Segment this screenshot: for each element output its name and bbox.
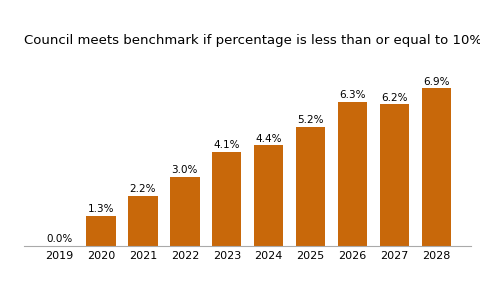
Text: 0.0%: 0.0% — [46, 234, 72, 244]
Text: 6.9%: 6.9% — [422, 77, 449, 87]
Text: 5.2%: 5.2% — [297, 115, 323, 125]
Bar — [421, 88, 450, 246]
Bar — [212, 152, 241, 246]
Bar — [86, 216, 115, 246]
Text: 4.1%: 4.1% — [213, 140, 240, 151]
Text: 2.2%: 2.2% — [130, 184, 156, 194]
Text: 3.0%: 3.0% — [171, 166, 198, 175]
Text: 1.3%: 1.3% — [87, 204, 114, 214]
Bar — [379, 104, 408, 246]
Bar — [170, 177, 199, 246]
Bar — [253, 145, 283, 246]
Text: 6.2%: 6.2% — [381, 92, 407, 103]
Text: 6.3%: 6.3% — [338, 90, 365, 100]
Bar — [128, 196, 157, 246]
Bar — [337, 102, 366, 246]
Text: 4.4%: 4.4% — [255, 134, 281, 144]
Bar — [295, 127, 324, 246]
Text: Council meets benchmark if percentage is less than or equal to 10%: Council meets benchmark if percentage is… — [24, 34, 480, 47]
